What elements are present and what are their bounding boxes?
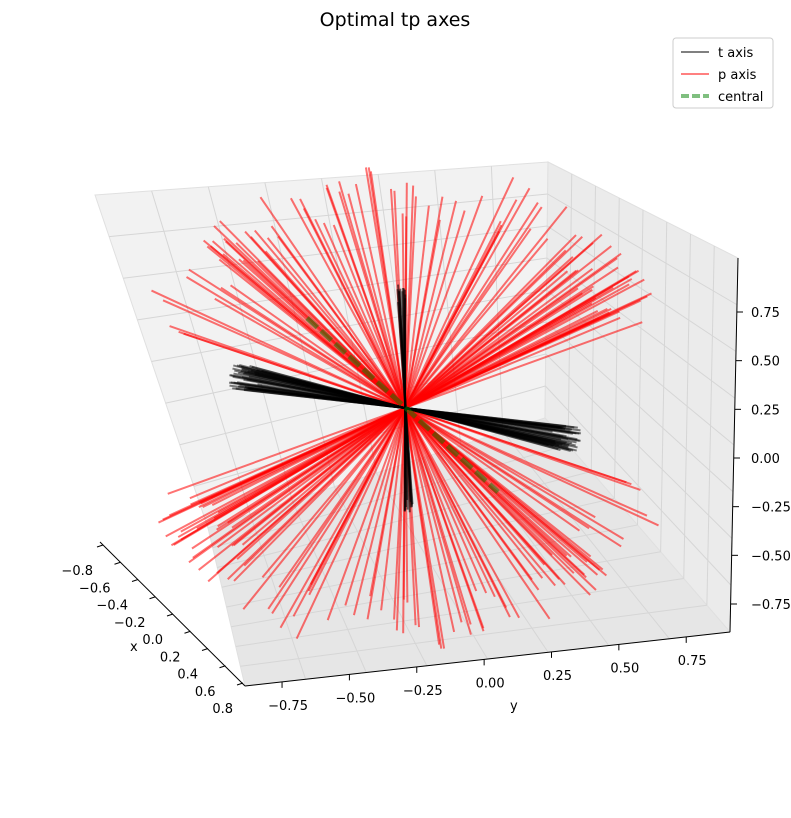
x-tick-mark bbox=[185, 631, 191, 633]
x-tick-mark bbox=[150, 597, 156, 599]
legend-label-central: central bbox=[718, 90, 763, 105]
y-tick-label: −0.25 bbox=[403, 684, 443, 699]
legend-label-p-axis: p axis bbox=[718, 68, 757, 83]
x-tick-label: 0.6 bbox=[195, 685, 216, 700]
z-tick-label: 0.75 bbox=[751, 306, 780, 321]
z-tick-label: −0.50 bbox=[751, 549, 791, 564]
x-tick-mark bbox=[237, 683, 243, 685]
z-tick-label: −0.75 bbox=[751, 598, 791, 613]
z-tick-label: −0.25 bbox=[751, 501, 791, 516]
x-tick-label: 0.8 bbox=[212, 702, 233, 717]
x-tick-mark bbox=[167, 614, 173, 616]
z-tick-label: 0.00 bbox=[751, 452, 780, 467]
x-tick-label: 0.4 bbox=[177, 668, 198, 683]
x-tick-mark bbox=[97, 545, 103, 547]
x-tick-label: −0.4 bbox=[96, 599, 128, 614]
x-tick-label: −0.8 bbox=[61, 564, 93, 579]
y-tick-label: 0.75 bbox=[678, 654, 707, 669]
z-tick-label: 0.50 bbox=[751, 355, 780, 370]
x-tick-mark bbox=[115, 562, 121, 564]
y-tick-label: −0.50 bbox=[335, 691, 375, 706]
legend-label-t-axis: t axis bbox=[718, 46, 754, 61]
y-tick-label: 0.25 bbox=[543, 669, 572, 684]
z-tick-label: 0.25 bbox=[751, 403, 780, 418]
y-tick-label: −0.75 bbox=[268, 699, 308, 714]
x-tick-mark bbox=[132, 580, 138, 582]
x-tick-label: −0.6 bbox=[79, 581, 111, 596]
x-tick-mark bbox=[220, 666, 226, 668]
x-tick-mark bbox=[202, 649, 208, 651]
chart-title: Optimal tp axes bbox=[320, 9, 471, 31]
x-tick-label: 0.2 bbox=[160, 650, 181, 665]
y-axis-label: y bbox=[510, 699, 518, 714]
legend: t axis p axis central bbox=[673, 38, 773, 108]
y-tick-label: 0.50 bbox=[610, 661, 639, 676]
y-tick-label: 0.00 bbox=[476, 676, 505, 691]
x-tick-label: 0.0 bbox=[142, 633, 163, 648]
x-axis-label: x bbox=[130, 640, 138, 655]
x-tick-label: −0.2 bbox=[114, 616, 146, 631]
